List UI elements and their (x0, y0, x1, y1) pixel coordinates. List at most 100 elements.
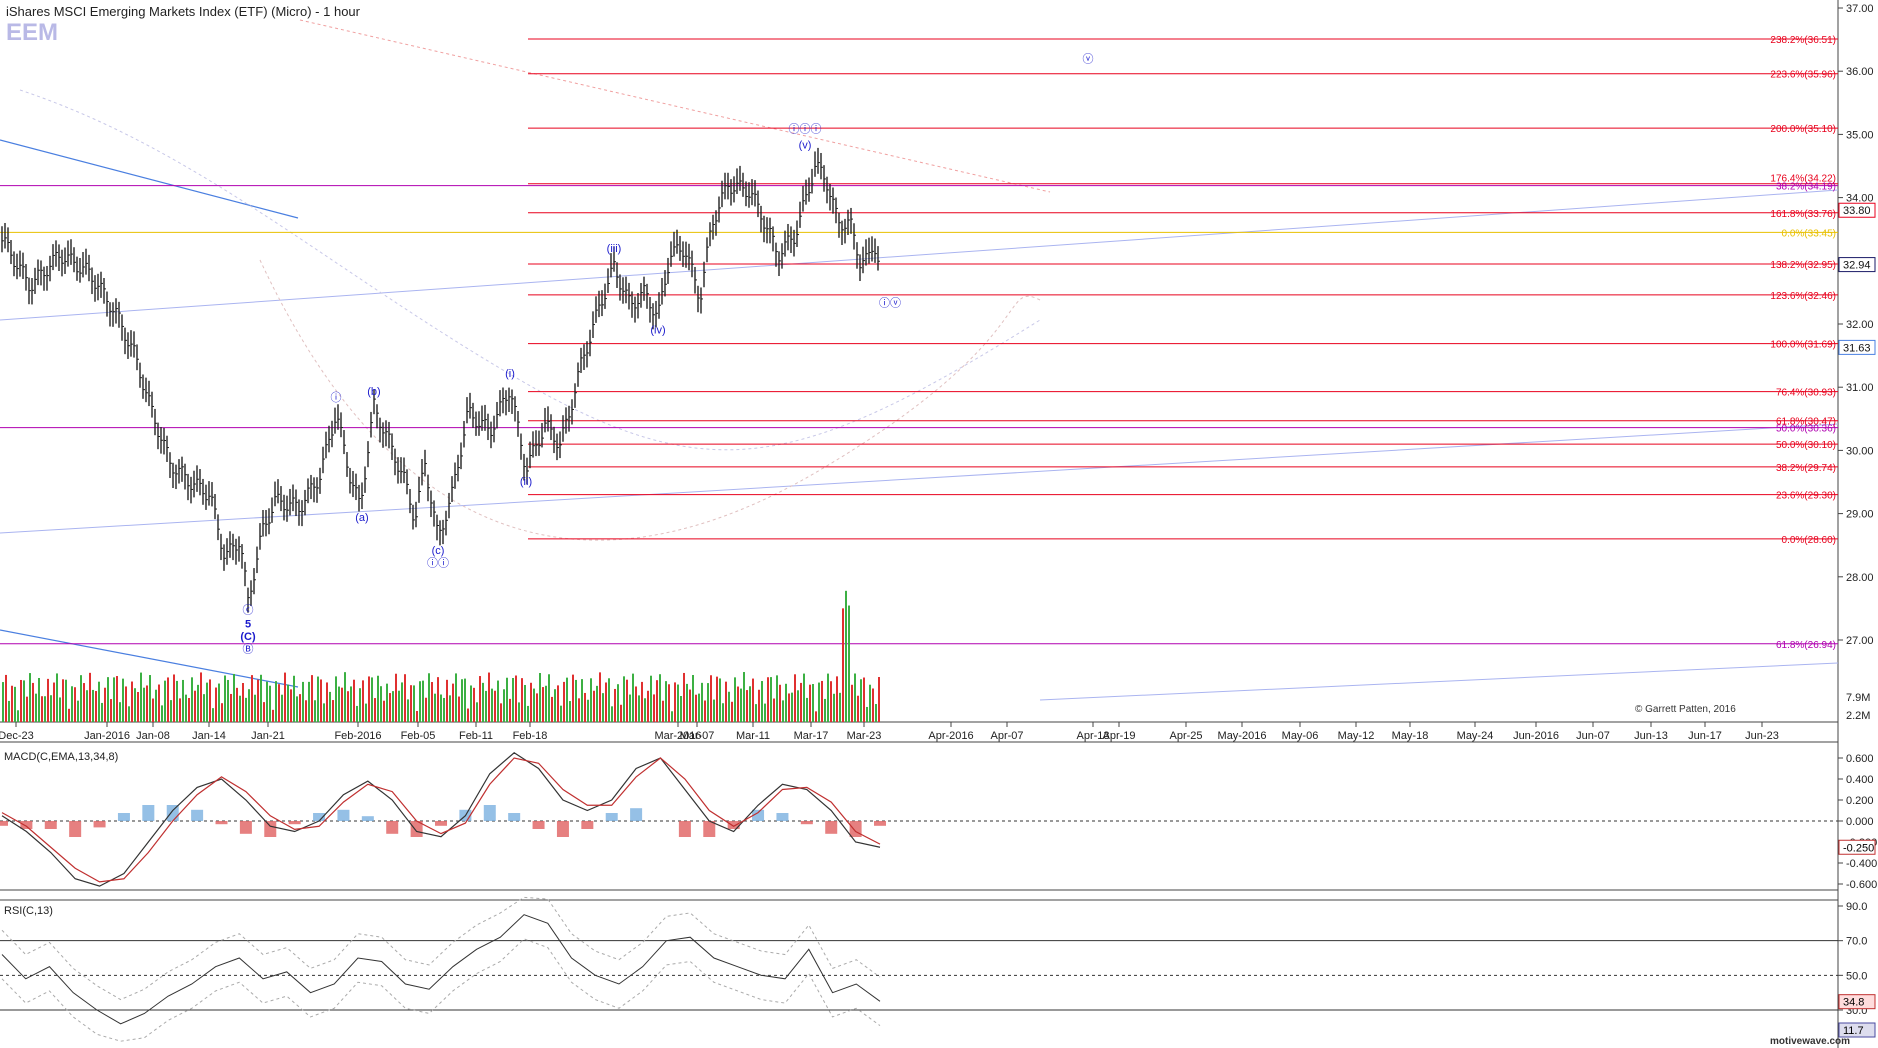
volume-bar (335, 676, 337, 722)
time-tick-label: Mar-11 (736, 730, 770, 742)
volume-bar (341, 687, 343, 722)
volume-bar (215, 687, 217, 722)
volume-bar (152, 698, 154, 722)
volume-bar (305, 700, 307, 722)
macd-hist-bar (215, 821, 228, 825)
wave-label: ⓒ (243, 603, 254, 616)
trendline-lower (0, 629, 299, 688)
volume-bar (839, 692, 841, 722)
volume-bar (860, 679, 862, 722)
wave-label: ⓘⓘⓘ (789, 123, 822, 136)
time-tick-label: Feb-18 (513, 730, 548, 742)
volume-bar (17, 710, 19, 722)
macd-hist-bar (0, 821, 8, 826)
rsi-tick-label: 70.0 (1846, 936, 1867, 948)
volume-bar (395, 673, 397, 722)
volume-bar (530, 682, 532, 722)
trendlines (0, 19, 1839, 701)
volume-bar (59, 697, 61, 722)
macd-hist-bar (556, 821, 569, 837)
volume-bar (50, 695, 52, 722)
volume-bar (128, 706, 130, 722)
volume-bar (503, 689, 505, 722)
wave-label: (iv) (650, 324, 665, 336)
wave-label: (a) (355, 512, 368, 524)
volume-bar (707, 683, 709, 722)
volume-bar (740, 688, 742, 722)
volume-bar (311, 675, 313, 722)
volume-bar (527, 705, 529, 722)
fib-label: 61.8%(26.94) (1776, 640, 1836, 651)
macd-hist-bar (703, 821, 716, 837)
volume-bar (587, 699, 589, 722)
volume-bar (512, 678, 514, 722)
time-tick-label: Apr-13 (1076, 730, 1109, 742)
volume-bar (611, 706, 613, 722)
volume-bar (89, 672, 91, 722)
rsi-tick-label: 50.0 (1846, 970, 1867, 982)
volume-bar (125, 686, 127, 722)
volume-bar (590, 678, 592, 722)
volume-bar (569, 701, 571, 722)
price-tag: 33.80 (1843, 205, 1871, 217)
volume-bar (140, 672, 142, 722)
volume-bar (317, 676, 319, 722)
volume-bar (422, 680, 424, 722)
volume-bar (665, 681, 667, 722)
time-tick-label: Jan-14 (192, 730, 226, 742)
volume-bar (650, 675, 652, 722)
volume-bar (383, 700, 385, 722)
volume-bar (368, 676, 370, 722)
volume-bar (455, 673, 457, 722)
volume-bar (713, 699, 715, 722)
wave-label: (c) (432, 545, 445, 557)
volume-bar (518, 702, 520, 722)
fib-label: 200.0%(35.10) (1770, 124, 1836, 135)
volume-bar (692, 674, 694, 722)
volume-bar (242, 682, 244, 722)
macd-hist-bar (361, 816, 374, 821)
volume-bar (614, 688, 616, 722)
volume-bar (170, 700, 172, 722)
volume-bar (227, 679, 229, 722)
volume-bar (68, 708, 70, 722)
price-bars (1, 147, 880, 613)
volume-bar (851, 684, 853, 722)
macd-hist-bar (752, 809, 765, 821)
volume-bar (200, 672, 202, 722)
volume-bar (266, 681, 268, 722)
volume-bar (776, 675, 778, 722)
volume-bar (548, 674, 550, 722)
volume-bar (815, 711, 817, 722)
time-tick-label: Jun-07 (1576, 730, 1610, 742)
volume-bar (197, 684, 199, 722)
volume-bar (560, 705, 562, 722)
volume-bar (137, 692, 139, 722)
volume-bar (761, 681, 763, 722)
volume-bar (71, 686, 73, 722)
volume-bar (254, 694, 256, 722)
volume-bar (704, 700, 706, 722)
volume-bar (347, 691, 349, 722)
volume-bar (725, 681, 727, 722)
volume-bar (56, 673, 58, 722)
volume-bar (113, 677, 115, 722)
time-tick-label: Jun-13 (1634, 730, 1668, 742)
volume-bar (413, 685, 415, 722)
volume-bar (110, 699, 112, 722)
volume-bar (746, 690, 748, 722)
rsi-band-lower (1, 938, 881, 1042)
fib-label: 23.6%(29.30) (1776, 491, 1836, 502)
price-axis: 37.0036.0035.0034.0033.0032.0031.0030.00… (1838, 3, 1876, 647)
volume-bar (95, 691, 97, 722)
macd-hist-bar (386, 821, 399, 834)
volume-bar (323, 703, 325, 722)
volume-bar (299, 694, 301, 722)
time-tick-label: Apr-2016 (928, 730, 973, 742)
volume-bar (599, 672, 601, 722)
volume-bar (728, 691, 730, 722)
volume-bar (65, 679, 67, 722)
volume-bar (116, 676, 118, 722)
volume-bar (695, 694, 697, 722)
